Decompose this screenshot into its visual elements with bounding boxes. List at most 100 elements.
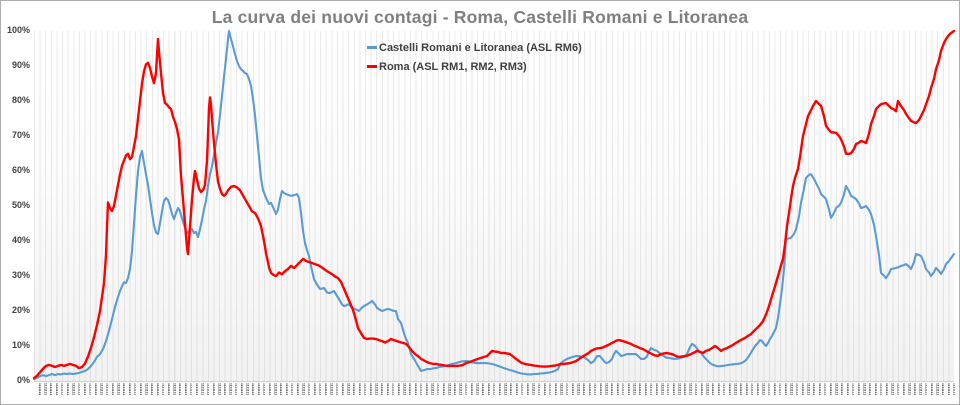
x-tick-label: 1111111 — [475, 383, 479, 396]
x-tick-label: 1111111 — [301, 383, 305, 396]
x-tick-label: 1111111 — [138, 383, 142, 396]
x-tick-label: 1111111 — [408, 383, 412, 396]
x-tick-label: 1111111 — [296, 383, 300, 396]
x-tick-label: 1111111 — [795, 383, 799, 396]
x-tick-label: 1111111 — [167, 383, 171, 396]
x-tick-label: 1111111 — [284, 383, 288, 396]
x-tick-label: 1111111 — [133, 383, 137, 396]
x-tick-label: 1111111 — [728, 383, 731, 396]
x-tick-label: 1111111 — [570, 383, 574, 396]
x-tick-label: 1111111 — [851, 383, 855, 396]
x-tick-label: 1111111 — [464, 383, 468, 396]
x-tick-label: 1111111 — [195, 383, 199, 396]
x-tick-label: 1111111 — [828, 383, 832, 396]
x-tick-label: 1111111 — [733, 383, 737, 396]
x-tick-label: 1111111 — [789, 383, 793, 396]
x-tick-label: 1111111 — [262, 383, 266, 396]
y-axis-label: 0% — [16, 375, 30, 385]
x-tick-label: 1111111 — [239, 383, 243, 396]
x-tick-label: 1111111 — [340, 383, 344, 396]
x-tick-label: 1111111 — [722, 383, 726, 396]
x-tick-label: 1111111 — [469, 383, 473, 396]
x-tick-label: 1111111 — [256, 383, 260, 396]
x-tick-label: 1111111 — [537, 383, 541, 396]
x-tick-label: 1111111 — [935, 383, 939, 396]
x-tick-label: 1111111 — [329, 383, 333, 396]
x-tick-label: 1111111 — [380, 383, 384, 396]
x-tick-label: 1111111 — [172, 383, 176, 396]
x-tick-label: 1111111 — [683, 383, 687, 396]
x-tick-label: 1111111 — [509, 383, 513, 396]
plot-area — [34, 31, 954, 382]
x-tick-label: 1111111 — [548, 383, 552, 396]
x-tick-label: 1111111 — [531, 383, 535, 396]
x-tick-label: 1111111 — [189, 383, 193, 396]
x-tick-label: 1111111 — [885, 383, 889, 396]
x-tick-label: 1111111 — [122, 383, 126, 396]
chart-title: La curva dei nuovi contagi - Roma, Caste… — [211, 7, 749, 27]
x-tick-label: 1111111 — [82, 383, 86, 396]
x-tick-label: 1111111 — [671, 383, 675, 396]
y-axis-label: 100% — [6, 25, 30, 35]
legend-line-marker-blue-icon — [367, 46, 377, 49]
x-tick-label: 1111111 — [699, 383, 703, 396]
x-tick-label: 1111111 — [88, 383, 92, 396]
x-tick-label: 1111111 — [598, 383, 602, 396]
x-tick-label: 1111111 — [514, 383, 518, 396]
x-tick-label: 1111111 — [346, 383, 350, 396]
y-axis: 0% 10% 20% 30% 40% 50% 60% 70% 80% 90% 100% — [1, 1, 30, 404]
x-tick-label: 1111111 — [873, 383, 877, 396]
x-tick-label: 1111111 — [918, 383, 922, 396]
x-tick-label: 1111111 — [582, 383, 586, 396]
legend-item-roma[interactable]: Roma (ASL RM1, RM2, RM3) — [367, 57, 582, 76]
x-tick-label: 1111111 — [520, 383, 524, 396]
x-tick-label: 1111111 — [66, 383, 70, 396]
x-tick-label: 1111111 — [251, 383, 255, 396]
x-tick-label: 1111111 — [845, 383, 849, 396]
x-tick-label: 1111111 — [447, 383, 451, 396]
x-tick-label: 1111111 — [155, 383, 159, 396]
y-axis-label: 10% — [11, 340, 30, 350]
x-tick-label: 1111111 — [144, 383, 148, 396]
x-tick-label: 1111111 — [716, 383, 720, 396]
x-tick-label: 1111111 — [127, 383, 131, 396]
x-tick-label: 1111111 — [402, 383, 406, 396]
x-tick-label: 1111111 — [413, 383, 417, 396]
x-tick-label: 1111111 — [492, 383, 496, 396]
legend-item-castelli[interactable]: Castelli Romani e Litoranea (ASL RM6) — [367, 38, 582, 57]
x-tick-label: 1111111 — [615, 383, 619, 396]
x-tick-label: 1111111 — [542, 383, 546, 396]
x-tick-label: 1111111 — [374, 383, 378, 396]
x-tick-label: 1111111 — [761, 383, 765, 396]
x-tick-label: 1111111 — [38, 383, 41, 396]
x-tick-label: 1111111 — [896, 383, 900, 396]
x-tick-label: 1111111 — [503, 383, 507, 396]
x-tick-label: 1111111 — [739, 383, 743, 396]
x-tick-label: 1111111 — [750, 383, 754, 396]
x-tick-label: 1111111 — [621, 383, 625, 396]
x-tick-label: 1111111 — [368, 383, 372, 396]
x-tick-label: 1111111 — [806, 383, 810, 396]
x-tick-label: 1111111 — [430, 383, 434, 396]
x-tick-label: 1111111 — [627, 383, 631, 396]
x-tick-label: 1111111 — [217, 383, 221, 396]
x-tick-label: 1111111 — [929, 383, 933, 396]
x-tick-label: 1111111 — [99, 383, 103, 396]
x-tick-label: 1111111 — [879, 383, 883, 396]
x-tick-label: 1111111 — [268, 383, 271, 396]
legend-label: Roma (ASL RM1, RM2, RM3) — [379, 60, 527, 73]
x-tick-label: 1111111 — [397, 383, 401, 396]
x-tick-label: 1111111 — [234, 383, 238, 396]
x-tick-label: 1111111 — [952, 383, 956, 396]
series-line-castelli-romani[interactable] — [32, 29, 956, 380]
x-tick-label: 1111111 — [290, 383, 294, 396]
x-tick-label: 1111111 — [711, 383, 715, 396]
x-tick-label: 1111111 — [800, 383, 804, 396]
x-tick-label: 1111111 — [436, 383, 440, 396]
series-line-roma[interactable] — [32, 29, 956, 380]
x-tick-label: 1111111 — [453, 383, 457, 396]
x-tick-label: 1111111 — [587, 383, 591, 396]
y-axis-label: 20% — [11, 305, 30, 315]
x-tick-label: 1111111 — [419, 383, 423, 396]
